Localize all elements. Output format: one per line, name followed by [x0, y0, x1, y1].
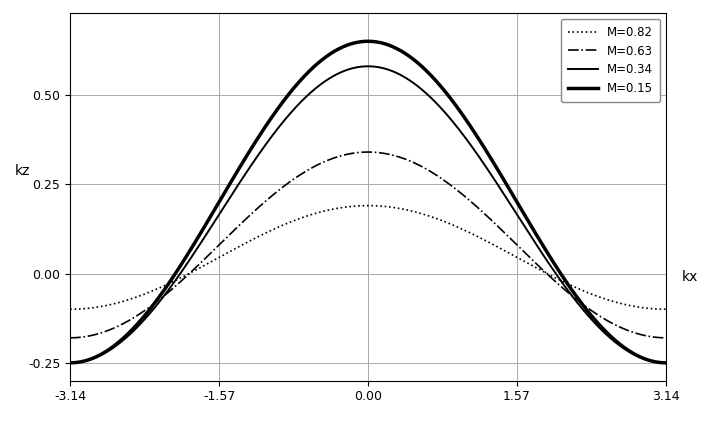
- M=0.63: [364, 149, 372, 154]
- M=0.63: [644, 334, 653, 339]
- M=0.34: [644, 358, 653, 363]
- M=0.34: [340, 69, 348, 74]
- M=0.63: [355, 150, 364, 155]
- M=0.15: [96, 352, 104, 357]
- M=0.82: [645, 306, 653, 311]
- M=0.15: [662, 360, 670, 365]
- X-axis label: kx: kx: [681, 270, 698, 284]
- M=0.63: [536, 264, 544, 269]
- M=0.82: [96, 304, 104, 309]
- M=0.15: [536, 237, 544, 242]
- M=0.15: [355, 39, 364, 44]
- M=0.82: [644, 306, 653, 311]
- M=0.15: [340, 44, 348, 49]
- M=0.34: [536, 247, 544, 252]
- M=0.15: [66, 360, 74, 365]
- M=0.82: [536, 267, 544, 272]
- Y-axis label: kz: kz: [15, 164, 30, 179]
- M=0.34: [96, 353, 104, 358]
- M=0.34: [364, 64, 372, 69]
- M=0.34: [66, 360, 74, 365]
- M=0.34: [645, 358, 653, 363]
- Line: M=0.63: M=0.63: [70, 152, 666, 338]
- M=0.15: [644, 357, 653, 363]
- M=0.82: [355, 203, 364, 209]
- M=0.63: [340, 152, 348, 157]
- M=0.82: [364, 203, 372, 208]
- M=0.82: [662, 307, 670, 312]
- M=0.63: [645, 334, 653, 339]
- Legend: M=0.82, M=0.63, M=0.34, M=0.15: M=0.82, M=0.63, M=0.34, M=0.15: [561, 19, 660, 102]
- M=0.34: [355, 64, 364, 69]
- M=0.15: [645, 358, 653, 363]
- M=0.82: [66, 307, 74, 312]
- M=0.34: [662, 360, 670, 365]
- M=0.63: [96, 330, 104, 335]
- M=0.63: [66, 335, 74, 341]
- Line: M=0.15: M=0.15: [70, 41, 666, 363]
- Line: M=0.34: M=0.34: [70, 66, 666, 363]
- M=0.63: [662, 335, 670, 341]
- M=0.82: [340, 205, 348, 210]
- M=0.15: [364, 39, 372, 44]
- Line: M=0.82: M=0.82: [70, 206, 666, 309]
